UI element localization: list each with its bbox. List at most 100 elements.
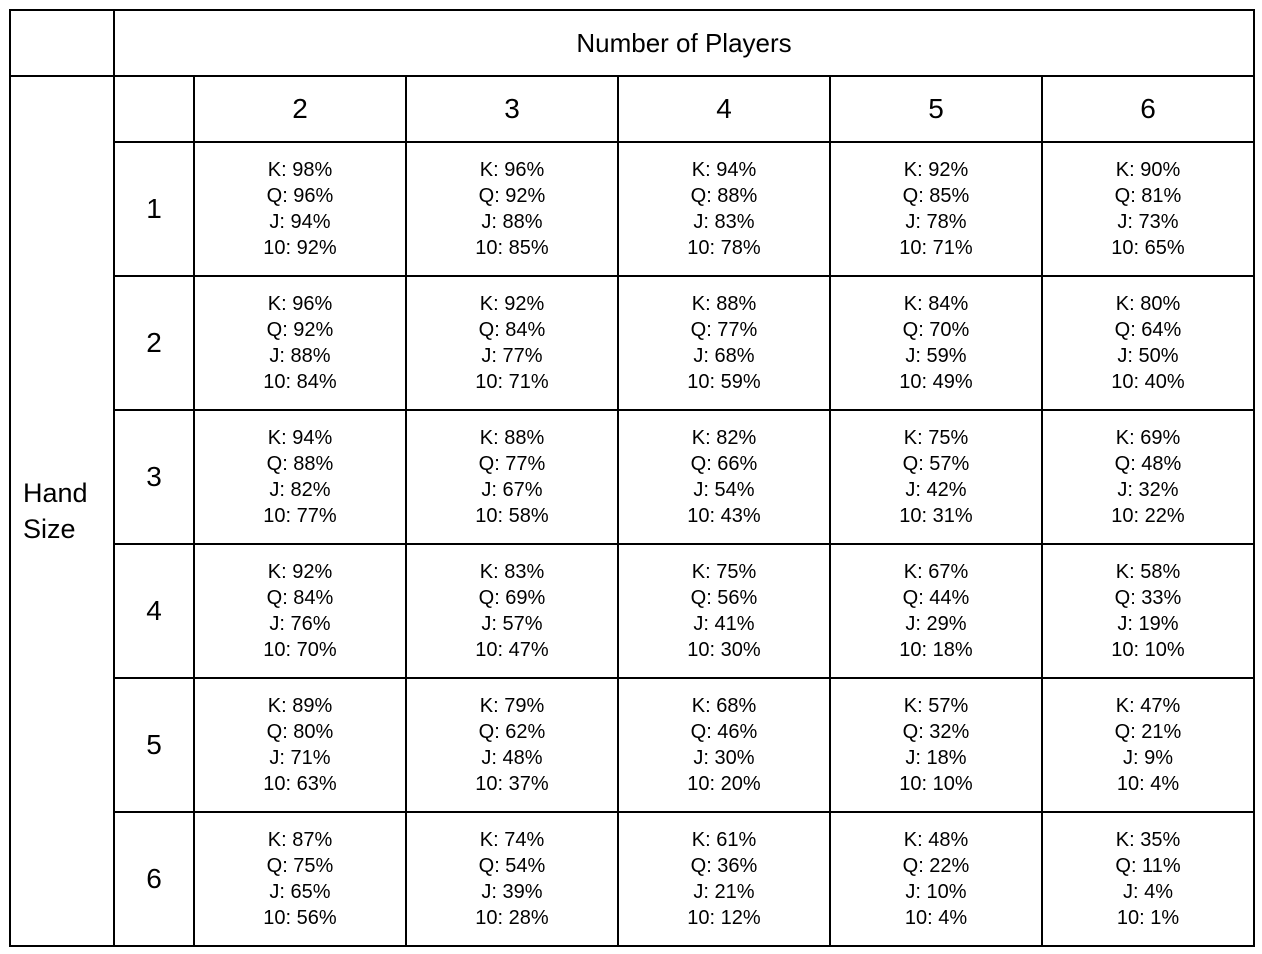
probability-line: 10: 65% bbox=[1111, 237, 1185, 259]
probability-line: 10: 77% bbox=[263, 505, 337, 527]
probability-line: J: 29% bbox=[905, 613, 967, 635]
probability-cell: K: 79% Q: 62% J: 48% 10: 37% bbox=[405, 677, 619, 813]
probability-line: 10: 22% bbox=[1111, 505, 1185, 527]
player-count-header: 4 bbox=[617, 75, 831, 143]
probability-cell: K: 58% Q: 33% J: 19% 10: 10% bbox=[1041, 543, 1255, 679]
probability-line: 10: 70% bbox=[263, 639, 337, 661]
hand-size-header: 1 bbox=[113, 141, 195, 277]
probability-line: 10: 28% bbox=[475, 907, 549, 929]
probability-line: J: 88% bbox=[269, 345, 331, 367]
probability-line: J: 9% bbox=[1122, 747, 1174, 769]
probability-line: J: 41% bbox=[693, 613, 755, 635]
probability-cell: K: 75% Q: 57% J: 42% 10: 31% bbox=[829, 409, 1043, 545]
probability-line: J: 57% bbox=[481, 613, 543, 635]
probability-line: K: 96% bbox=[267, 293, 333, 315]
probability-line: Q: 32% bbox=[902, 721, 970, 743]
probability-line: Q: 57% bbox=[902, 453, 970, 475]
probability-line: J: 82% bbox=[269, 479, 331, 501]
probability-line: K: 61% bbox=[691, 829, 757, 851]
probability-line: J: 65% bbox=[269, 881, 331, 903]
probability-line: 10: 71% bbox=[899, 237, 973, 259]
probability-line: K: 90% bbox=[1115, 159, 1181, 181]
probability-line: K: 69% bbox=[1115, 427, 1181, 449]
probability-cell: K: 35% Q: 11% J: 4% 10: 1% bbox=[1041, 811, 1255, 947]
table-row: 5 K: 89% Q: 80% J: 71% 10: 63% K: 79% Q: 62% J:… bbox=[10, 677, 1255, 813]
probability-cell: K: 88% Q: 77% J: 67% 10: 58% bbox=[405, 409, 619, 545]
probability-line: J: 78% bbox=[905, 211, 967, 233]
probability-line: K: 82% bbox=[691, 427, 757, 449]
table-row: 6 K: 87% Q: 75% J: 65% 10: 56% K: 74% Q: 54% J:… bbox=[10, 811, 1255, 947]
probability-cell: K: 94% Q: 88% J: 83% 10: 78% bbox=[617, 141, 831, 277]
probability-line: K: 88% bbox=[691, 293, 757, 315]
probability-line: K: 94% bbox=[267, 427, 333, 449]
probability-line: J: 10% bbox=[905, 881, 967, 903]
probability-line: Q: 22% bbox=[902, 855, 970, 877]
probability-line: K: 57% bbox=[903, 695, 969, 717]
player-count-header: 3 bbox=[405, 75, 619, 143]
probability-cell: K: 68% Q: 46% J: 30% 10: 20% bbox=[617, 677, 831, 813]
probability-line: K: 75% bbox=[691, 561, 757, 583]
probability-cell: K: 47% Q: 21% J: 9% 10: 4% bbox=[1041, 677, 1255, 813]
hand-size-header: 3 bbox=[113, 409, 195, 545]
probability-line: Q: 56% bbox=[690, 587, 758, 609]
probability-cell: K: 96% Q: 92% J: 88% 10: 84% bbox=[193, 275, 407, 411]
probability-line: K: 98% bbox=[267, 159, 333, 181]
probability-line: K: 89% bbox=[267, 695, 333, 717]
probability-line: Q: 88% bbox=[266, 453, 334, 475]
probability-line: Q: 81% bbox=[1114, 185, 1182, 207]
probability-line: Q: 92% bbox=[266, 319, 334, 341]
probability-line: J: 4% bbox=[1122, 881, 1174, 903]
probability-cell: K: 90% Q: 81% J: 73% 10: 65% bbox=[1041, 141, 1255, 277]
probability-line: Q: 96% bbox=[266, 185, 334, 207]
probability-line: Q: 48% bbox=[1114, 453, 1182, 475]
probability-line: 10: 18% bbox=[899, 639, 973, 661]
probability-line: J: 94% bbox=[269, 211, 331, 233]
probability-line: J: 88% bbox=[481, 211, 543, 233]
probability-line: K: 83% bbox=[479, 561, 545, 583]
hand-size-header: 6 bbox=[113, 811, 195, 947]
probability-line: 10: 30% bbox=[687, 639, 761, 661]
probability-line: J: 32% bbox=[1117, 479, 1179, 501]
probability-line: 10: 20% bbox=[687, 773, 761, 795]
probability-line: Q: 75% bbox=[266, 855, 334, 877]
probability-line: Q: 85% bbox=[902, 185, 970, 207]
table-row: 4 K: 92% Q: 84% J: 76% 10: 70% K: 83% Q: 69% J:… bbox=[10, 543, 1255, 679]
probability-line: J: 50% bbox=[1117, 345, 1179, 367]
probability-line: Q: 80% bbox=[266, 721, 334, 743]
blank-header-cell bbox=[113, 75, 195, 143]
probability-line: K: 75% bbox=[903, 427, 969, 449]
probability-line: 10: 4% bbox=[904, 907, 968, 929]
probability-cell: K: 74% Q: 54% J: 39% 10: 28% bbox=[405, 811, 619, 947]
probability-line: Q: 84% bbox=[478, 319, 546, 341]
hand-size-label: Hand Size bbox=[9, 75, 115, 947]
probability-line: Q: 36% bbox=[690, 855, 758, 877]
probability-line: J: 42% bbox=[905, 479, 967, 501]
probability-line: J: 77% bbox=[481, 345, 543, 367]
probability-line: Q: 11% bbox=[1115, 855, 1181, 877]
probability-line: K: 67% bbox=[903, 561, 969, 583]
probability-line: Q: 62% bbox=[478, 721, 546, 743]
probability-line: 10: 47% bbox=[475, 639, 549, 661]
probability-line: Q: 21% bbox=[1114, 721, 1182, 743]
probability-line: 10: 10% bbox=[899, 773, 973, 795]
probability-line: Q: 64% bbox=[1114, 319, 1182, 341]
probability-line: 10: 40% bbox=[1111, 371, 1185, 393]
hand-size-label-line-1: Hand bbox=[23, 478, 88, 508]
player-count-header: 2 bbox=[193, 75, 407, 143]
probability-line: 10: 12% bbox=[687, 907, 761, 929]
hand-size-header: 2 bbox=[113, 275, 195, 411]
hand-size-label-line-2: Size bbox=[23, 514, 76, 544]
probability-line: 10: 84% bbox=[263, 371, 337, 393]
probability-line: J: 54% bbox=[693, 479, 755, 501]
probability-line: J: 59% bbox=[905, 345, 967, 367]
probability-cell: K: 82% Q: 66% J: 54% 10: 43% bbox=[617, 409, 831, 545]
probability-cell: K: 80% Q: 64% J: 50% 10: 40% bbox=[1041, 275, 1255, 411]
probability-line: Q: 46% bbox=[690, 721, 758, 743]
hand-size-header: 4 bbox=[113, 543, 195, 679]
probability-cell: K: 92% Q: 84% J: 77% 10: 71% bbox=[405, 275, 619, 411]
player-count-header: 6 bbox=[1041, 75, 1255, 143]
probability-line: Q: 54% bbox=[478, 855, 546, 877]
probability-line: 10: 78% bbox=[687, 237, 761, 259]
probability-line: Q: 92% bbox=[478, 185, 546, 207]
